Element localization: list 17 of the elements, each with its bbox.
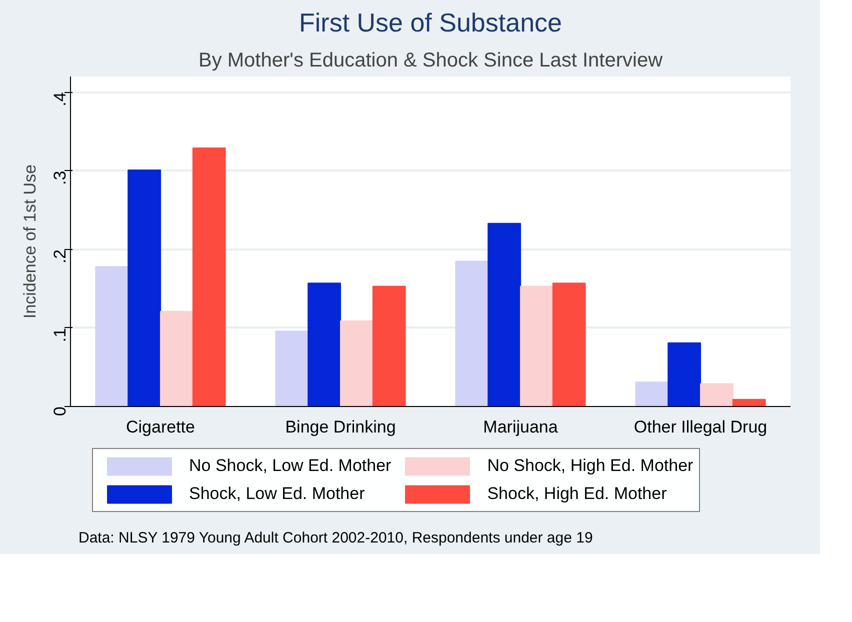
y-tick-label: .3 bbox=[50, 170, 70, 185]
text: Data: NLSY 1979 Young Adult Cohort 2002-2010, Respondents under age 19 bbox=[78, 530, 593, 546]
y-axis-title: Incidence of 1st Use bbox=[20, 164, 40, 319]
x-tick-label: Other Illegal Drug bbox=[634, 418, 768, 436]
y-tick-label: .1 bbox=[50, 328, 70, 342]
legend-label: Shock, High Ed. Mother bbox=[487, 484, 667, 504]
legend-label: No Shock, High Ed. Mother bbox=[487, 456, 694, 476]
x-tick-label: Binge Drinking bbox=[285, 418, 396, 436]
y-tick-label: 0 bbox=[50, 406, 70, 416]
y-tick-label: .4 bbox=[50, 92, 70, 106]
legend-label: No Shock, Low Ed. Mother bbox=[189, 456, 392, 476]
chart-subtitle: By Mother's Education & Shock Since Last Interview bbox=[198, 50, 664, 72]
chart-title: First Use of Substance bbox=[299, 8, 562, 38]
x-tick-label: Marijuana bbox=[483, 418, 558, 436]
legend-label: Shock, Low Ed. Mother bbox=[189, 484, 365, 504]
x-tick-label: Cigarette bbox=[126, 418, 195, 436]
y-tick-label: .2 bbox=[50, 249, 70, 264]
